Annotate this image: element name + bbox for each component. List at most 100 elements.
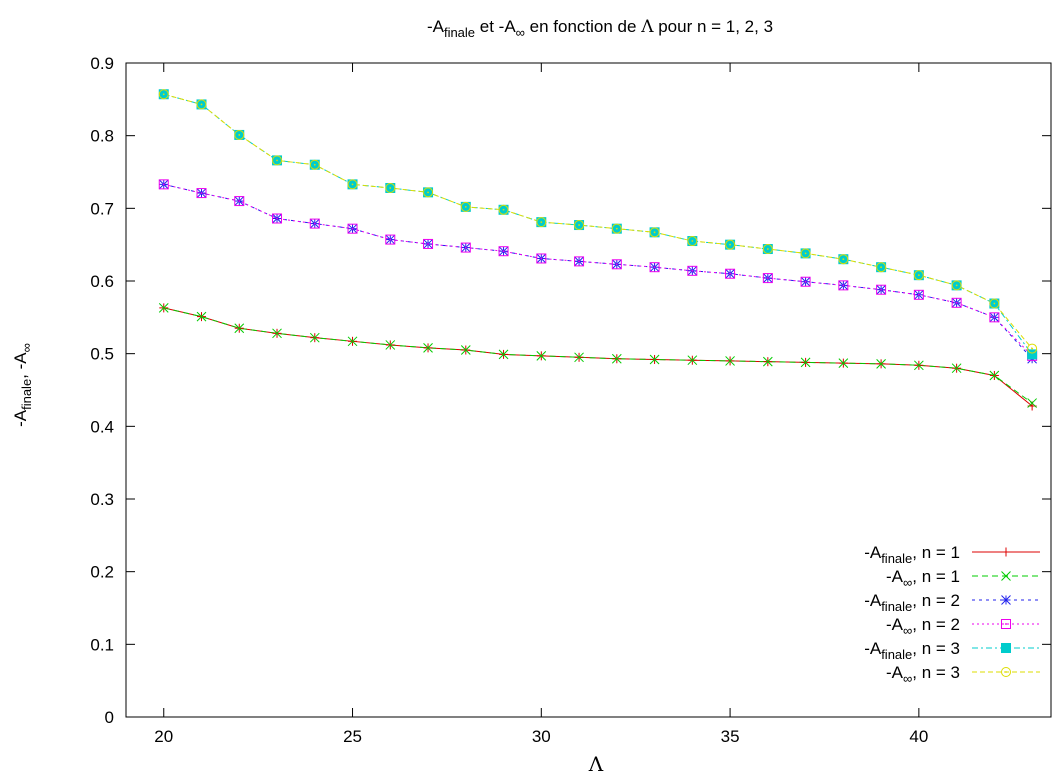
data-point-marker <box>498 246 509 257</box>
data-point-marker <box>385 182 396 193</box>
y-tick-label: 0 <box>105 708 114 727</box>
data-point-marker <box>838 254 849 265</box>
data-point-marker <box>649 262 660 273</box>
data-point-marker <box>347 223 358 234</box>
data-point-marker <box>272 213 283 224</box>
legend-label: -A∞, n = 3 <box>886 663 960 686</box>
x-tick-label: 30 <box>532 727 551 746</box>
data-point-marker <box>951 280 962 291</box>
data-point-marker <box>234 129 245 140</box>
data-point-marker <box>876 358 886 369</box>
data-point-marker <box>385 340 396 350</box>
series-markers <box>158 89 1038 411</box>
chart-title: -Afinale et -A∞ en fonction de Λ pour n … <box>427 17 773 40</box>
y-tick-label: 0.8 <box>90 127 114 146</box>
series-line <box>163 183 1033 360</box>
y-tick-label: 0.7 <box>90 199 114 218</box>
data-point-marker <box>687 355 698 366</box>
data-point-marker <box>611 259 622 270</box>
data-point-marker <box>649 354 660 365</box>
data-point-marker <box>762 356 773 367</box>
data-point-marker <box>989 370 1000 381</box>
data-point-marker <box>460 345 471 355</box>
y-tick-label: 0.3 <box>90 490 114 509</box>
data-point-marker <box>347 179 358 190</box>
data-point-marker <box>385 234 396 245</box>
y-tick-label: 0.1 <box>90 635 114 654</box>
legend-label: -Afinale, n = 1 <box>864 543 960 566</box>
data-point-marker <box>687 265 698 276</box>
data-point-marker <box>272 155 283 166</box>
data-point-marker <box>725 268 736 279</box>
data-point-marker <box>460 242 471 253</box>
data-point-marker <box>951 297 962 308</box>
x-tick-label: 25 <box>343 727 362 746</box>
data-point-marker <box>574 256 585 267</box>
x-tick-label: 35 <box>721 727 740 746</box>
y-tick-label: 0.9 <box>90 54 114 73</box>
data-point-marker <box>611 353 622 364</box>
axis-ticks: 20 25 30 35 40 0 0.1 0.2 0.3 0.4 0.5 0.6 0.7 0.8 0.9 <box>90 54 1051 746</box>
data-point-marker <box>762 244 773 255</box>
data-point-marker <box>1001 571 1011 581</box>
data-point-marker <box>536 350 547 361</box>
data-point-marker <box>800 357 811 368</box>
data-point-marker <box>913 270 924 281</box>
data-point-marker <box>1027 343 1038 354</box>
data-point-marker <box>536 253 547 264</box>
data-point-marker <box>838 358 849 368</box>
data-point-marker <box>1001 595 1011 605</box>
y-axis-label: -Afinale, -A∞ <box>11 343 34 427</box>
data-point-marker <box>1027 398 1037 408</box>
x-axis-label: Λ <box>588 752 604 773</box>
series-line <box>163 307 1033 404</box>
series-line <box>163 93 1033 349</box>
data-point-marker <box>196 99 207 110</box>
data-point-marker <box>1001 619 1011 629</box>
legend-label: -Afinale, n = 3 <box>864 639 960 662</box>
data-point-marker <box>423 187 434 198</box>
data-point-marker <box>876 284 887 295</box>
data-point-marker <box>1027 349 1038 360</box>
data-point-marker <box>309 332 320 343</box>
y-tick-label: 0.4 <box>90 417 114 436</box>
legend-label: -Afinale, n = 2 <box>864 591 960 614</box>
plot-frame <box>125 62 1052 718</box>
data-point-marker <box>838 280 849 291</box>
data-point-marker <box>800 276 811 287</box>
data-point-marker <box>196 311 207 322</box>
data-point-marker <box>196 188 207 199</box>
data-point-marker <box>498 204 509 215</box>
series-lines <box>163 93 1033 407</box>
data-point-marker <box>649 227 660 238</box>
data-point-marker <box>536 217 547 228</box>
data-point-marker <box>234 196 245 207</box>
data-point-marker <box>762 273 773 284</box>
data-point-marker <box>1001 547 1011 557</box>
y-tick-label: 0.6 <box>90 272 114 291</box>
data-point-marker <box>725 356 735 366</box>
data-point-marker <box>914 360 924 371</box>
series-line <box>163 93 1033 355</box>
legend-label: -A∞, n = 2 <box>886 615 960 638</box>
data-point-marker <box>347 336 358 347</box>
y-tick-label: 0.2 <box>90 563 114 582</box>
data-point-marker <box>158 303 169 313</box>
data-point-marker <box>1001 667 1011 677</box>
data-point-marker <box>158 179 169 190</box>
data-point-marker <box>913 289 924 300</box>
data-point-marker <box>800 248 811 259</box>
data-point-marker <box>876 262 887 273</box>
data-point-marker <box>611 223 622 234</box>
data-point-marker <box>725 239 736 250</box>
data-point-marker <box>687 236 698 247</box>
data-point-marker <box>234 323 245 334</box>
data-point-marker <box>951 363 962 374</box>
data-point-marker <box>423 342 433 353</box>
y-tick-label: 0.5 <box>90 345 114 364</box>
x-tick-label: 40 <box>909 727 928 746</box>
data-point-marker <box>574 352 584 363</box>
data-point-marker <box>272 328 282 339</box>
data-point-marker <box>574 220 585 231</box>
